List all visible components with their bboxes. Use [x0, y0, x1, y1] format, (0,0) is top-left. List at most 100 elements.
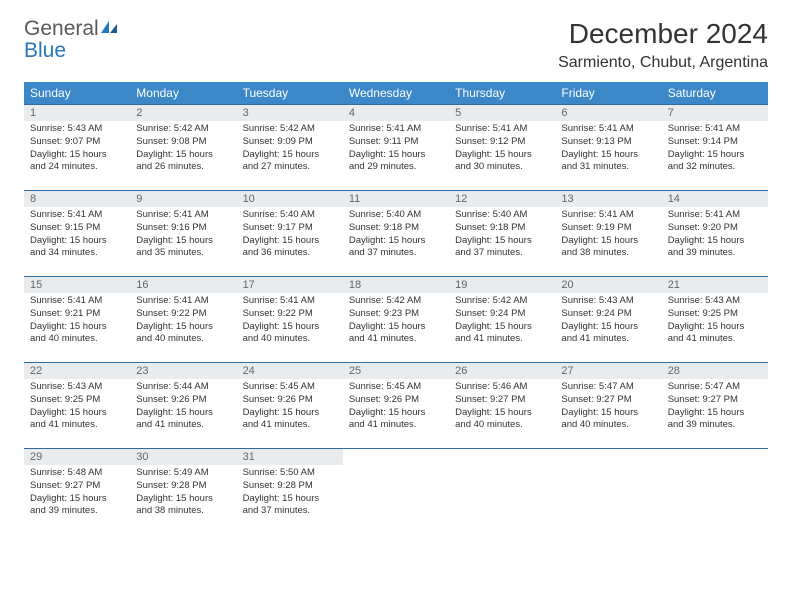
calendar-day-cell: 4Sunrise: 5:41 AMSunset: 9:11 PMDaylight… — [343, 105, 449, 191]
calendar-day-cell: 17Sunrise: 5:41 AMSunset: 9:22 PMDayligh… — [237, 277, 343, 363]
calendar-day-cell: 20Sunrise: 5:43 AMSunset: 9:24 PMDayligh… — [555, 277, 661, 363]
logo: General Blue — [24, 18, 121, 62]
calendar-day-cell — [555, 449, 661, 535]
day-details: Sunrise: 5:41 AMSunset: 9:13 PMDaylight:… — [555, 121, 661, 178]
day-details: Sunrise: 5:42 AMSunset: 9:09 PMDaylight:… — [237, 121, 343, 178]
calendar-day-cell: 14Sunrise: 5:41 AMSunset: 9:20 PMDayligh… — [662, 191, 768, 277]
day-header: Monday — [130, 82, 236, 105]
calendar-day-cell: 24Sunrise: 5:45 AMSunset: 9:26 PMDayligh… — [237, 363, 343, 449]
day-details: Sunrise: 5:46 AMSunset: 9:27 PMDaylight:… — [449, 379, 555, 436]
day-details: Sunrise: 5:43 AMSunset: 9:07 PMDaylight:… — [24, 121, 130, 178]
day-header: Sunday — [24, 82, 130, 105]
day-details: Sunrise: 5:47 AMSunset: 9:27 PMDaylight:… — [662, 379, 768, 436]
day-details: Sunrise: 5:42 AMSunset: 9:24 PMDaylight:… — [449, 293, 555, 350]
day-number: 1 — [24, 105, 130, 121]
calendar-day-cell: 21Sunrise: 5:43 AMSunset: 9:25 PMDayligh… — [662, 277, 768, 363]
day-number: 9 — [130, 191, 236, 207]
day-header: Friday — [555, 82, 661, 105]
calendar-table: SundayMondayTuesdayWednesdayThursdayFrid… — [24, 82, 768, 535]
day-number: 12 — [449, 191, 555, 207]
day-number: 2 — [130, 105, 236, 121]
day-number: 14 — [662, 191, 768, 207]
day-number: 11 — [343, 191, 449, 207]
day-details: Sunrise: 5:42 AMSunset: 9:08 PMDaylight:… — [130, 121, 236, 178]
day-details: Sunrise: 5:47 AMSunset: 9:27 PMDaylight:… — [555, 379, 661, 436]
day-details: Sunrise: 5:41 AMSunset: 9:12 PMDaylight:… — [449, 121, 555, 178]
day-details: Sunrise: 5:41 AMSunset: 9:20 PMDaylight:… — [662, 207, 768, 264]
calendar-day-cell: 22Sunrise: 5:43 AMSunset: 9:25 PMDayligh… — [24, 363, 130, 449]
day-details: Sunrise: 5:41 AMSunset: 9:22 PMDaylight:… — [237, 293, 343, 350]
day-number: 23 — [130, 363, 236, 379]
day-header: Wednesday — [343, 82, 449, 105]
day-header-row: SundayMondayTuesdayWednesdayThursdayFrid… — [24, 82, 768, 105]
calendar-body: 1Sunrise: 5:43 AMSunset: 9:07 PMDaylight… — [24, 105, 768, 535]
calendar-day-cell: 13Sunrise: 5:41 AMSunset: 9:19 PMDayligh… — [555, 191, 661, 277]
day-details: Sunrise: 5:49 AMSunset: 9:28 PMDaylight:… — [130, 465, 236, 522]
day-details: Sunrise: 5:41 AMSunset: 9:15 PMDaylight:… — [24, 207, 130, 264]
calendar-day-cell — [662, 449, 768, 535]
calendar-day-cell: 30Sunrise: 5:49 AMSunset: 9:28 PMDayligh… — [130, 449, 236, 535]
calendar-day-cell: 8Sunrise: 5:41 AMSunset: 9:15 PMDaylight… — [24, 191, 130, 277]
day-header: Saturday — [662, 82, 768, 105]
day-number: 16 — [130, 277, 236, 293]
calendar-day-cell: 15Sunrise: 5:41 AMSunset: 9:21 PMDayligh… — [24, 277, 130, 363]
logo-sail-icon — [99, 19, 121, 40]
day-details: Sunrise: 5:45 AMSunset: 9:26 PMDaylight:… — [343, 379, 449, 436]
logo-text: General Blue — [24, 18, 121, 62]
day-number: 3 — [237, 105, 343, 121]
calendar-day-cell: 9Sunrise: 5:41 AMSunset: 9:16 PMDaylight… — [130, 191, 236, 277]
day-number: 24 — [237, 363, 343, 379]
calendar-week-row: 22Sunrise: 5:43 AMSunset: 9:25 PMDayligh… — [24, 363, 768, 449]
day-number: 30 — [130, 449, 236, 465]
calendar-day-cell: 1Sunrise: 5:43 AMSunset: 9:07 PMDaylight… — [24, 105, 130, 191]
day-details: Sunrise: 5:41 AMSunset: 9:22 PMDaylight:… — [130, 293, 236, 350]
day-number: 7 — [662, 105, 768, 121]
day-details: Sunrise: 5:41 AMSunset: 9:14 PMDaylight:… — [662, 121, 768, 178]
day-number: 27 — [555, 363, 661, 379]
day-details: Sunrise: 5:43 AMSunset: 9:25 PMDaylight:… — [24, 379, 130, 436]
day-number: 13 — [555, 191, 661, 207]
day-number: 15 — [24, 277, 130, 293]
day-number: 31 — [237, 449, 343, 465]
day-details: Sunrise: 5:43 AMSunset: 9:24 PMDaylight:… — [555, 293, 661, 350]
day-number: 29 — [24, 449, 130, 465]
day-header: Thursday — [449, 82, 555, 105]
calendar-day-cell: 11Sunrise: 5:40 AMSunset: 9:18 PMDayligh… — [343, 191, 449, 277]
day-number: 19 — [449, 277, 555, 293]
calendar-day-cell: 18Sunrise: 5:42 AMSunset: 9:23 PMDayligh… — [343, 277, 449, 363]
calendar-day-cell: 19Sunrise: 5:42 AMSunset: 9:24 PMDayligh… — [449, 277, 555, 363]
calendar-week-row: 29Sunrise: 5:48 AMSunset: 9:27 PMDayligh… — [24, 449, 768, 535]
calendar-day-cell: 23Sunrise: 5:44 AMSunset: 9:26 PMDayligh… — [130, 363, 236, 449]
day-details: Sunrise: 5:40 AMSunset: 9:17 PMDaylight:… — [237, 207, 343, 264]
calendar-page: General Blue December 2024 Sarmiento, Ch… — [0, 0, 792, 553]
day-details: Sunrise: 5:42 AMSunset: 9:23 PMDaylight:… — [343, 293, 449, 350]
logo-text-blue: Blue — [24, 39, 66, 62]
calendar-day-cell: 2Sunrise: 5:42 AMSunset: 9:08 PMDaylight… — [130, 105, 236, 191]
calendar-day-cell: 26Sunrise: 5:46 AMSunset: 9:27 PMDayligh… — [449, 363, 555, 449]
calendar-day-cell: 10Sunrise: 5:40 AMSunset: 9:17 PMDayligh… — [237, 191, 343, 277]
day-number: 22 — [24, 363, 130, 379]
day-number: 28 — [662, 363, 768, 379]
calendar-day-cell: 5Sunrise: 5:41 AMSunset: 9:12 PMDaylight… — [449, 105, 555, 191]
calendar-day-cell: 16Sunrise: 5:41 AMSunset: 9:22 PMDayligh… — [130, 277, 236, 363]
day-details: Sunrise: 5:41 AMSunset: 9:16 PMDaylight:… — [130, 207, 236, 264]
day-details: Sunrise: 5:41 AMSunset: 9:21 PMDaylight:… — [24, 293, 130, 350]
day-details: Sunrise: 5:44 AMSunset: 9:26 PMDaylight:… — [130, 379, 236, 436]
day-number: 18 — [343, 277, 449, 293]
logo-text-general: General — [24, 17, 99, 40]
calendar-day-cell: 25Sunrise: 5:45 AMSunset: 9:26 PMDayligh… — [343, 363, 449, 449]
calendar-day-cell: 29Sunrise: 5:48 AMSunset: 9:27 PMDayligh… — [24, 449, 130, 535]
day-details: Sunrise: 5:50 AMSunset: 9:28 PMDaylight:… — [237, 465, 343, 522]
day-number: 21 — [662, 277, 768, 293]
location: Sarmiento, Chubut, Argentina — [558, 54, 768, 72]
calendar-day-cell: 7Sunrise: 5:41 AMSunset: 9:14 PMDaylight… — [662, 105, 768, 191]
day-details: Sunrise: 5:40 AMSunset: 9:18 PMDaylight:… — [449, 207, 555, 264]
day-number: 5 — [449, 105, 555, 121]
calendar-week-row: 8Sunrise: 5:41 AMSunset: 9:15 PMDaylight… — [24, 191, 768, 277]
calendar-day-cell — [343, 449, 449, 535]
day-number: 25 — [343, 363, 449, 379]
calendar-day-cell: 6Sunrise: 5:41 AMSunset: 9:13 PMDaylight… — [555, 105, 661, 191]
day-details: Sunrise: 5:48 AMSunset: 9:27 PMDaylight:… — [24, 465, 130, 522]
calendar-week-row: 1Sunrise: 5:43 AMSunset: 9:07 PMDaylight… — [24, 105, 768, 191]
month-title: December 2024 — [558, 18, 768, 50]
